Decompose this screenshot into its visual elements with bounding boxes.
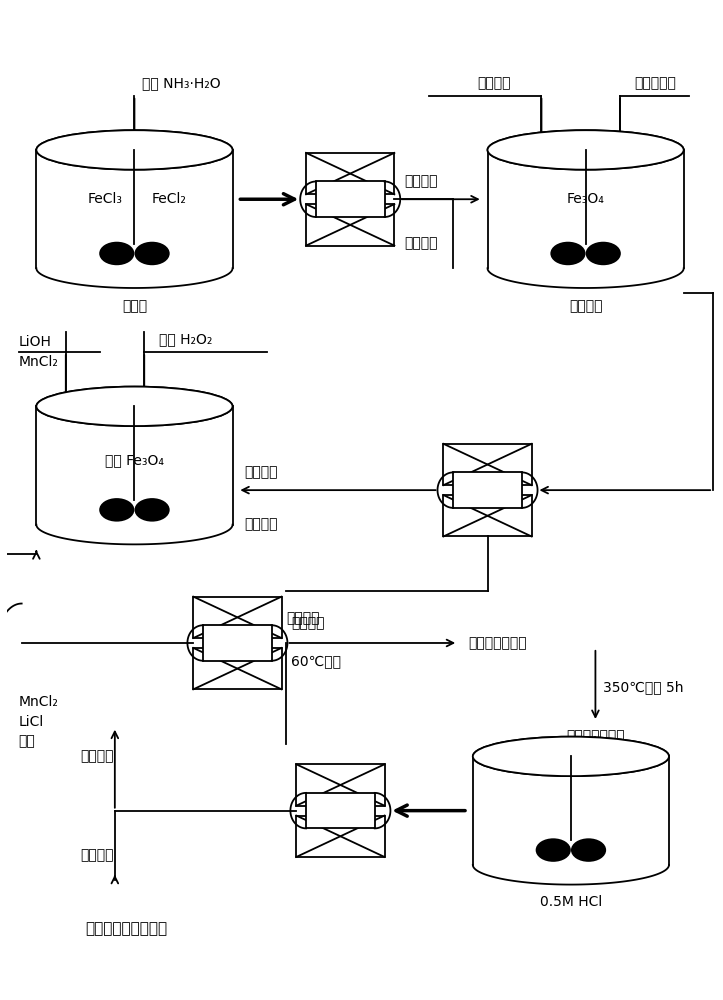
Text: 60℃烘干: 60℃烘干: [291, 654, 341, 668]
Text: 无磁液相: 无磁液相: [80, 749, 114, 763]
Text: 有磁固相: 有磁固相: [244, 465, 278, 479]
Text: MnCl₂: MnCl₂: [19, 355, 59, 369]
Text: LiCl: LiCl: [19, 715, 44, 729]
Text: 磁性二氧化锰离子筛: 磁性二氧化锰离子筛: [85, 921, 168, 936]
Text: 磁性锂锰化合物: 磁性锂锰化合物: [468, 636, 526, 650]
Ellipse shape: [135, 243, 168, 264]
Text: 磁分离: 磁分离: [329, 804, 351, 817]
Ellipse shape: [473, 737, 669, 776]
Text: LiOH: LiOH: [19, 335, 51, 349]
Polygon shape: [316, 181, 385, 217]
Text: 滴加 NH₃·H₂O: 滴加 NH₃·H₂O: [142, 76, 221, 90]
Text: 磁性锂锰尖晶石: 磁性锂锰尖晶石: [566, 730, 625, 744]
Polygon shape: [306, 793, 375, 828]
Text: 酸液: 酸液: [19, 735, 35, 749]
Polygon shape: [453, 472, 522, 508]
Ellipse shape: [551, 243, 585, 264]
Polygon shape: [203, 625, 272, 661]
Ellipse shape: [572, 839, 605, 861]
Text: 磁分离: 磁分离: [476, 484, 499, 497]
Ellipse shape: [36, 387, 233, 426]
Text: FeCl₃: FeCl₃: [87, 192, 122, 206]
Text: MnCl₂: MnCl₂: [19, 695, 59, 709]
Text: 正硅酸乙酯: 正硅酸乙酯: [635, 76, 677, 90]
Text: 乙醇溶液: 乙醇溶液: [569, 299, 602, 313]
Ellipse shape: [487, 130, 684, 170]
Ellipse shape: [586, 243, 620, 264]
Ellipse shape: [135, 499, 168, 521]
Ellipse shape: [100, 243, 134, 264]
Text: 有磁固相: 有磁固相: [80, 848, 114, 862]
Text: 包硅 Fe₃O₄: 包硅 Fe₃O₄: [105, 454, 164, 468]
Text: 0.5M HCl: 0.5M HCl: [540, 895, 602, 909]
Ellipse shape: [100, 499, 134, 521]
Text: 滴加 H₂O₂: 滴加 H₂O₂: [159, 332, 213, 346]
Text: Fe₃O₄: Fe₃O₄: [567, 192, 604, 206]
Text: FeCl₂: FeCl₂: [151, 192, 187, 206]
Text: 有磁固相: 有磁固相: [404, 174, 437, 188]
Text: 350℃煅烧 5h: 350℃煅烧 5h: [603, 680, 684, 694]
Text: 磁分离: 磁分离: [339, 193, 362, 206]
Text: 无磁液相: 无磁液相: [286, 611, 320, 625]
Text: 无磁液相: 无磁液相: [404, 237, 437, 251]
Ellipse shape: [536, 839, 570, 861]
Text: 有磁固相: 有磁固相: [291, 616, 325, 630]
Text: 分散剂: 分散剂: [122, 299, 147, 313]
Text: 无磁液相: 无磁液相: [244, 518, 278, 532]
Text: 去离子水: 去离子水: [478, 76, 511, 90]
Text: 磁分离: 磁分离: [226, 636, 249, 649]
Ellipse shape: [36, 130, 233, 170]
